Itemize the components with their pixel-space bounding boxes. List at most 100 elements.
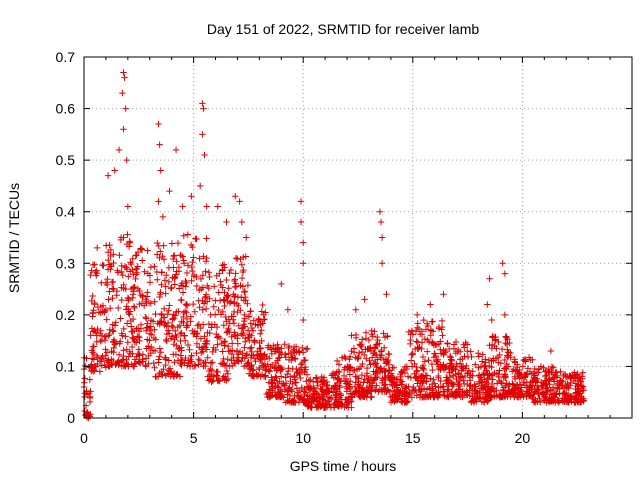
data-point: [228, 333, 235, 341]
data-point: [277, 366, 285, 373]
data-point: [562, 389, 570, 397]
data-point: [157, 248, 164, 255]
data-point: [440, 291, 447, 298]
data-point: [147, 349, 154, 357]
data-point: [196, 357, 204, 364]
data-point: [535, 369, 542, 376]
data-point: [404, 373, 412, 380]
data-point: [424, 348, 431, 355]
data-point: [483, 367, 491, 375]
data-point: [381, 334, 389, 341]
data-point: [234, 255, 241, 262]
data-point: [266, 386, 273, 393]
data-point: [157, 289, 164, 296]
data-point: [475, 395, 483, 402]
data-point: [151, 347, 159, 355]
data-point: [504, 363, 512, 370]
data-point: [120, 346, 127, 354]
data-point: [195, 361, 202, 368]
data-point: [460, 380, 468, 388]
grid-layer: [84, 57, 632, 418]
data-point: [158, 281, 165, 288]
data-point: [389, 364, 396, 371]
data-point: [340, 372, 348, 380]
data-point: [132, 252, 139, 259]
data-point: [414, 344, 422, 352]
data-point: [422, 326, 430, 333]
data-point: [234, 340, 242, 347]
data-point: [187, 313, 194, 320]
data-point: [97, 327, 104, 334]
data-point: [223, 293, 230, 301]
data-point: [247, 320, 254, 327]
data-point: [239, 354, 246, 361]
data-point: [129, 350, 136, 357]
data-point: [324, 386, 332, 394]
data-point: [231, 277, 238, 285]
data-point: [300, 356, 308, 364]
data-point: [173, 342, 180, 349]
data-point: [241, 288, 249, 295]
data-point: [279, 394, 287, 401]
data-point: [190, 271, 198, 279]
x-axis-label: GPS time / hours: [290, 458, 397, 474]
data-point: [502, 373, 509, 380]
data-point: [504, 346, 511, 353]
data-point: [223, 218, 230, 226]
data-point: [540, 391, 547, 398]
x-tick-label: 0: [80, 430, 88, 446]
data-point: [269, 385, 276, 392]
data-point: [359, 391, 366, 399]
data-point: [383, 359, 391, 366]
data-point: [83, 391, 91, 398]
data-point: [263, 366, 270, 373]
data-point: [170, 255, 177, 263]
data-point: [519, 363, 527, 370]
data-point: [250, 366, 257, 373]
data-point: [305, 377, 313, 384]
data-point: [366, 381, 373, 389]
data-point: [374, 367, 382, 374]
data-point: [231, 283, 239, 291]
data-point: [147, 323, 154, 330]
data-point: [188, 263, 195, 271]
data-point: [256, 317, 264, 325]
data-point: [282, 399, 289, 406]
data-point: [148, 331, 155, 338]
data-point: [552, 399, 559, 406]
data-point: [430, 393, 437, 400]
data-point: [203, 203, 210, 210]
data-point: [171, 252, 178, 259]
data-point: [372, 341, 380, 349]
data-point: [387, 370, 395, 377]
data-point: [286, 392, 294, 400]
data-point: [125, 273, 132, 280]
y-axis-label: SRMTID / TECUs: [6, 183, 22, 293]
data-point: [467, 382, 474, 389]
data-point: [309, 378, 317, 385]
data-point: [341, 378, 349, 385]
data-point: [457, 393, 464, 401]
data-point: [221, 289, 228, 296]
data-point: [304, 345, 311, 352]
data-point: [434, 392, 441, 400]
data-point: [459, 363, 467, 370]
data-point: [406, 390, 414, 397]
data-point: [230, 320, 238, 327]
data-point: [168, 240, 176, 247]
data-point: [142, 313, 149, 321]
data-point: [284, 306, 292, 313]
data-point: [183, 315, 191, 323]
y-tick-label: 0.5: [56, 152, 76, 168]
data-point: [159, 213, 167, 221]
data-point: [210, 303, 217, 310]
data-point: [245, 370, 253, 377]
data-point: [472, 383, 479, 390]
data-point: [247, 308, 254, 315]
data-point: [402, 397, 410, 405]
data-point: [276, 364, 284, 372]
data-point: [243, 350, 251, 358]
data-point: [236, 198, 243, 205]
data-point: [240, 317, 248, 325]
data-point: [135, 333, 142, 341]
